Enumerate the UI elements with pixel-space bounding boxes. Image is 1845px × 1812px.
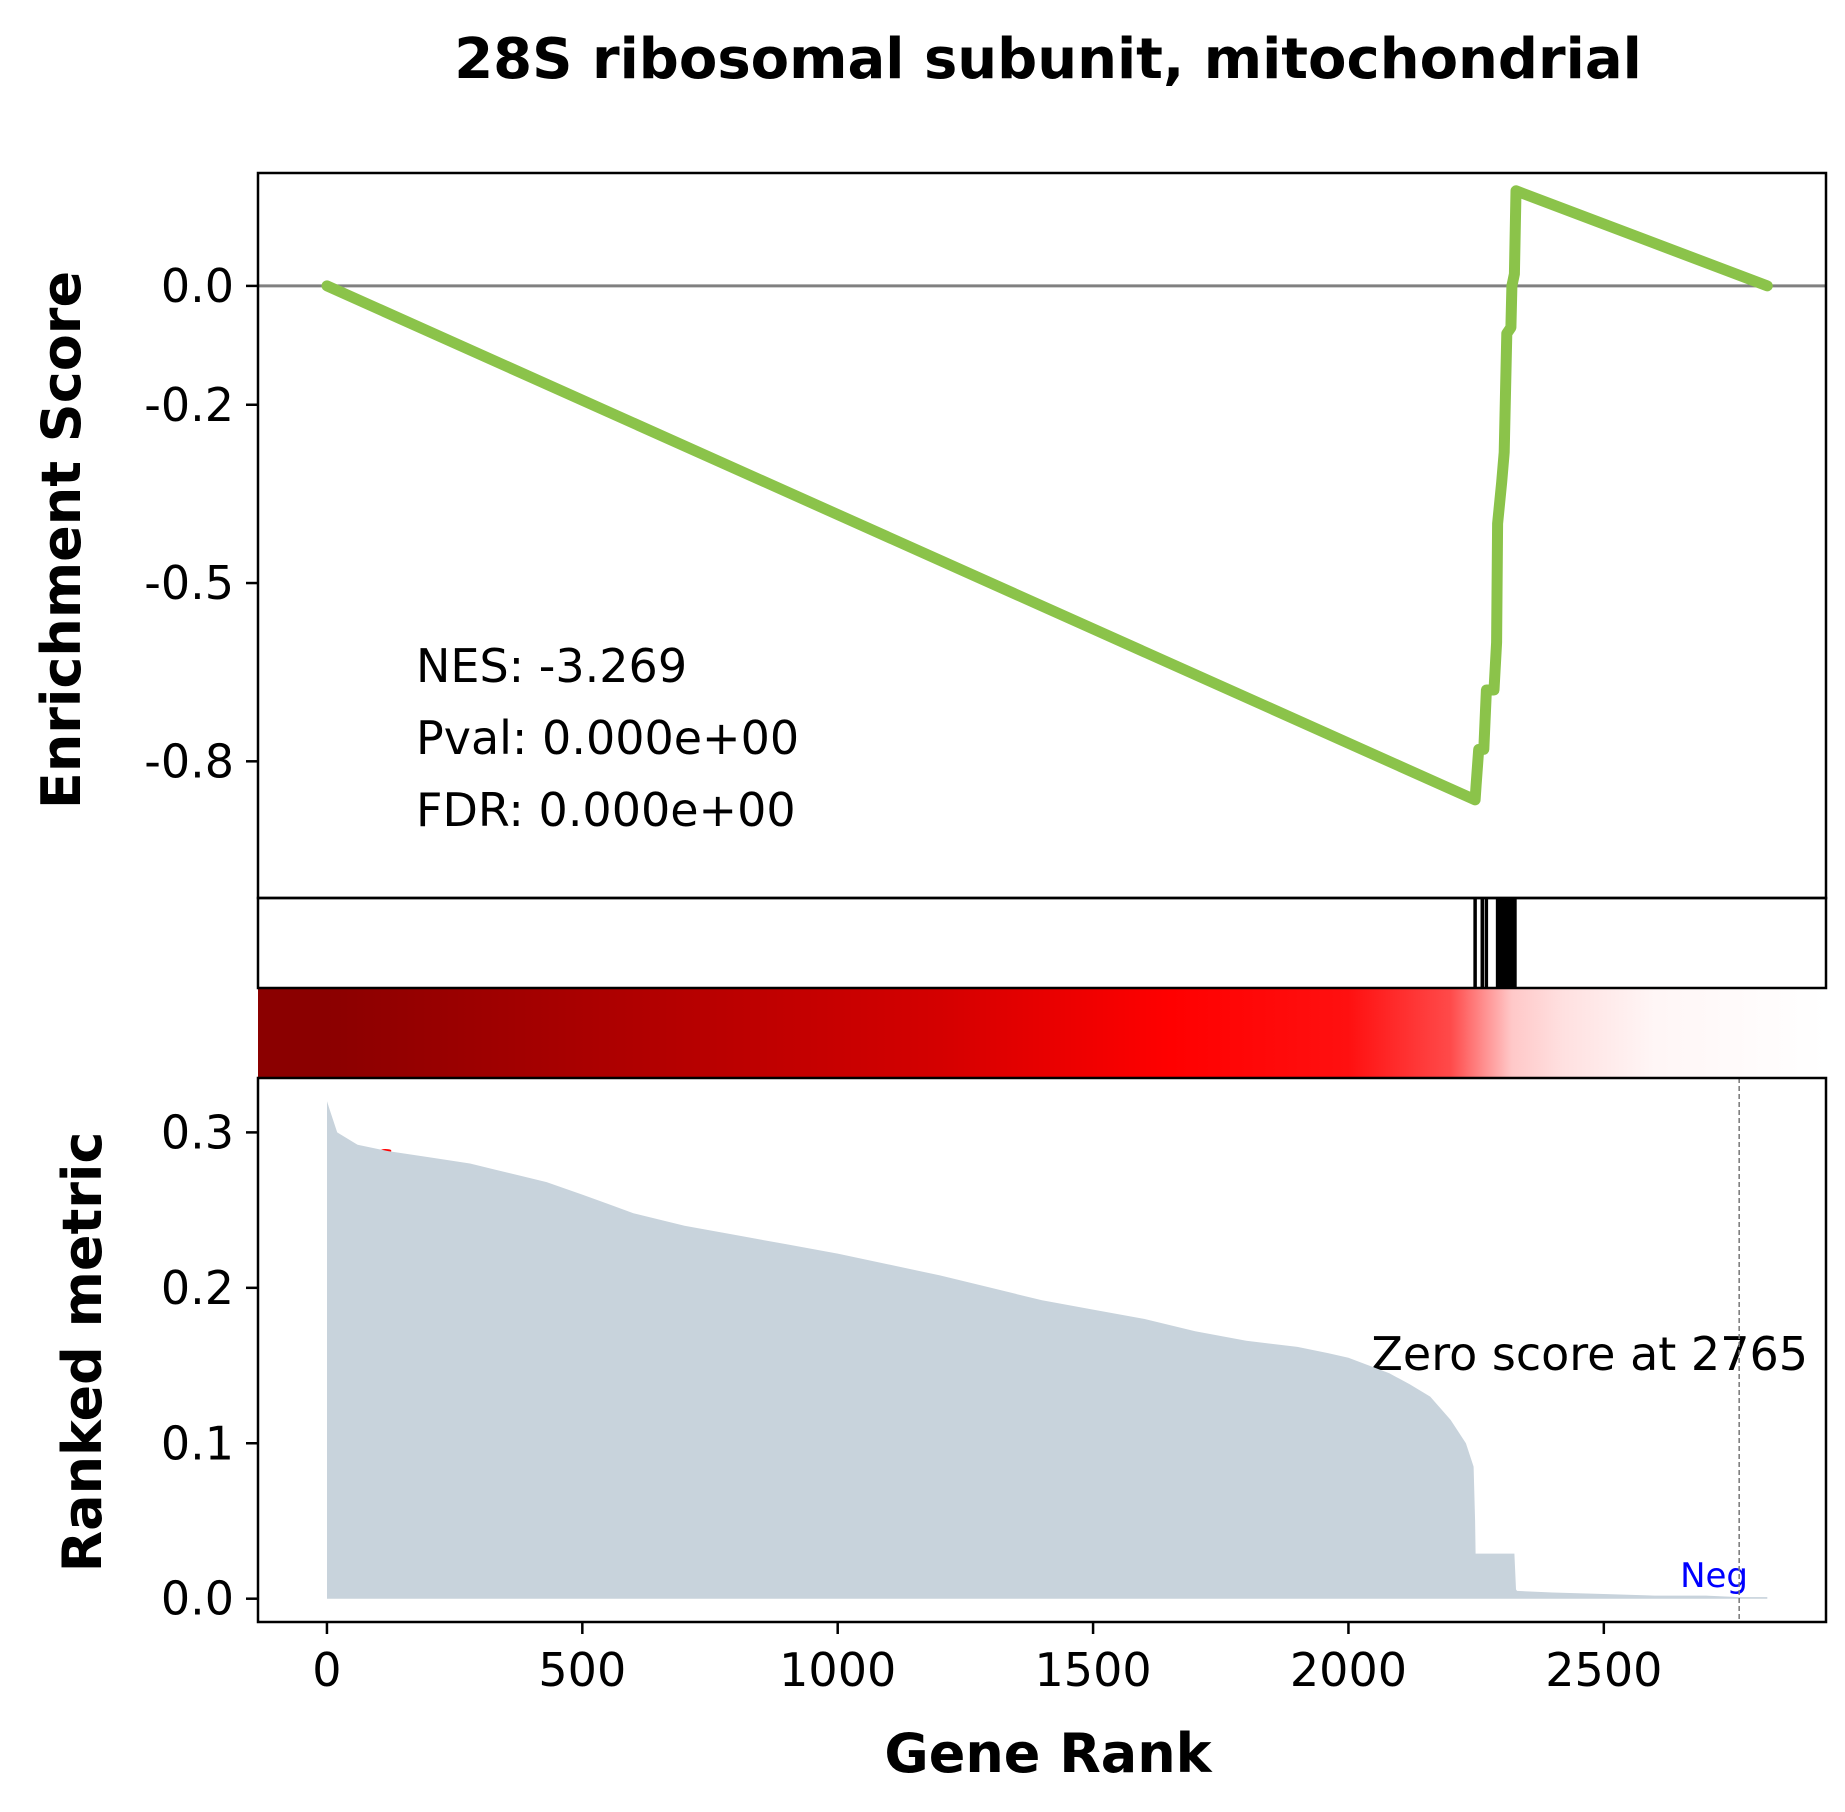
chart-title: 28S ribosomal subunit, mitochondrial bbox=[454, 27, 1642, 92]
ranked-panel-frame bbox=[256, 1076, 1828, 1624]
ranked-y-tick-label: 0.1 bbox=[161, 1416, 234, 1470]
es-y-tick-label: 0.0 bbox=[161, 259, 234, 313]
panel-frames bbox=[256, 171, 1828, 1624]
ranked-metric-fill bbox=[327, 1101, 1768, 1599]
x-tick-label: 2000 bbox=[1290, 1643, 1407, 1697]
zero-score-text: Zero score at 2765 bbox=[1371, 1327, 1808, 1381]
es-series-line bbox=[321, 185, 1773, 806]
nes-text: NES: -3.269 bbox=[416, 639, 687, 693]
ranked-y-tick-label: 0.2 bbox=[161, 1261, 234, 1315]
es-y-tick-label: -0.5 bbox=[144, 556, 234, 610]
x-tick-label: 2500 bbox=[1545, 1643, 1662, 1697]
axis-ticks: 0 500 1000 1500 2000 2500 0.0 -0.2 -0.5 -0.8 0.0 0.… bbox=[144, 259, 1662, 1697]
pval-text: Pval: 0.000e+00 bbox=[416, 711, 799, 765]
x-tick-label: 1000 bbox=[779, 1643, 896, 1697]
x-tick-label: 0 bbox=[312, 1643, 341, 1697]
fdr-text: FDR: 0.000e+00 bbox=[416, 783, 796, 837]
ranked-y-axis-label: Ranked metric bbox=[51, 1132, 114, 1573]
x-tick-label: 500 bbox=[538, 1643, 626, 1697]
rank-heatmap bbox=[258, 988, 1826, 1078]
es-y-axis-label: Enrichment Score bbox=[30, 271, 93, 809]
hits-panel-frame bbox=[256, 896, 1828, 990]
hit-lines bbox=[1473, 898, 1517, 988]
es-y-tick-label: -0.2 bbox=[144, 378, 234, 432]
es-y-tick-label: -0.8 bbox=[144, 734, 234, 788]
enrichment-line bbox=[258, 185, 1826, 806]
heatmap-bar bbox=[258, 988, 1826, 1078]
ranked-metric-area bbox=[327, 1078, 1768, 1622]
neg-label: Neg bbox=[1680, 1556, 1748, 1596]
ranked-y-tick-label: 0.3 bbox=[161, 1105, 234, 1159]
ranked-y-tick-label: 0.0 bbox=[161, 1572, 234, 1626]
x-axis-label: Gene Rank bbox=[884, 1722, 1212, 1785]
x-tick-label: 1500 bbox=[1035, 1643, 1152, 1697]
